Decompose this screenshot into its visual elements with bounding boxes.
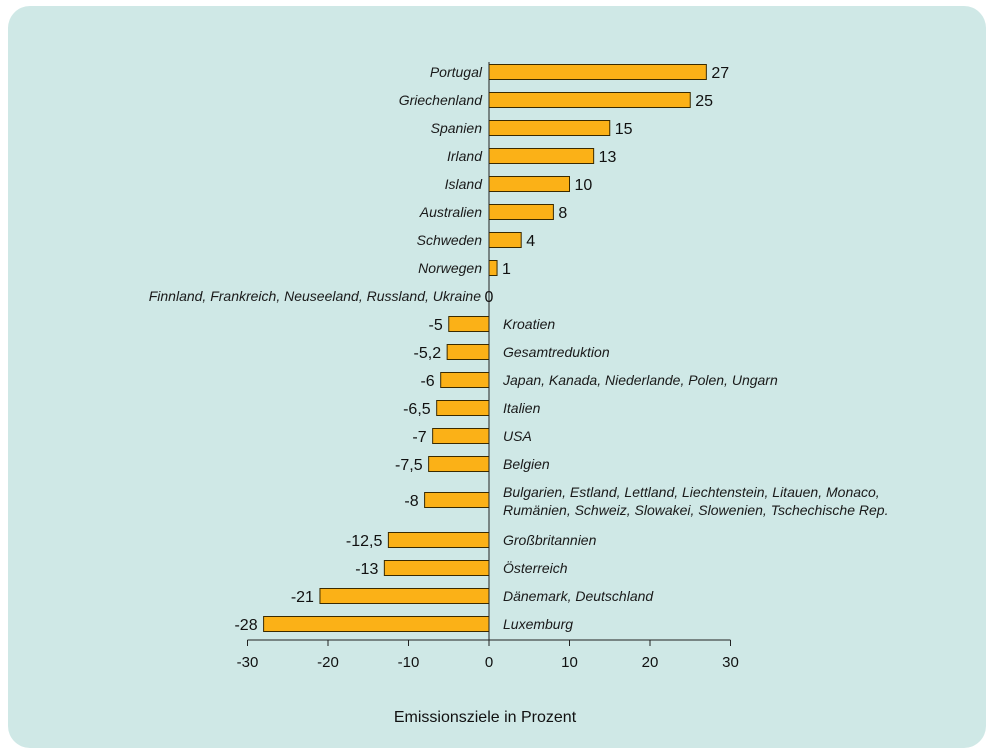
value-label: 15	[615, 121, 633, 138]
bar	[387, 532, 490, 548]
bar	[488, 260, 498, 276]
bar	[488, 176, 570, 192]
category-label: Island	[445, 176, 484, 192]
value-label: -8	[404, 493, 418, 510]
x-tick-label: -30	[237, 654, 259, 671]
x-tick-label: 20	[642, 654, 659, 671]
value-label: 27	[711, 65, 729, 82]
value-label: -7	[412, 429, 426, 446]
category-label: USA	[503, 428, 532, 444]
category-label: Irland	[447, 148, 483, 164]
bar	[432, 428, 490, 444]
category-label: Dänemark, Deutschland	[503, 588, 654, 604]
category-label: Portugal	[430, 64, 483, 80]
category-label: Schweden	[417, 232, 483, 248]
bar	[488, 204, 554, 220]
category-label: Japan, Kanada, Niederlande, Polen, Ungar…	[502, 372, 778, 388]
x-tick-label: -20	[317, 654, 339, 671]
value-label: 8	[558, 205, 567, 222]
category-label: Finnland, Frankreich, Neuseeland, Russla…	[149, 288, 481, 304]
value-label: -5,2	[414, 345, 442, 362]
value-label: 1	[502, 261, 511, 278]
category-label: Griechenland	[399, 92, 483, 108]
labels-layer: 27 Portugal 25 Griechenland 15 Spanien 13 Irlan…	[149, 64, 889, 634]
category-label: Kroatien	[503, 316, 555, 332]
bar	[488, 92, 691, 108]
category-label: Belgien	[503, 456, 550, 472]
category-label: Österreich	[503, 559, 568, 576]
category-label: Australien	[419, 204, 482, 220]
category-label: Luxemburg	[503, 616, 573, 632]
bar	[263, 616, 490, 632]
bar	[428, 456, 490, 472]
value-label: -28	[234, 617, 257, 634]
category-label: Gesamtreduktion	[503, 344, 610, 360]
category-label: Rumänien, Schweiz, Slowakei, Slowenien, …	[503, 502, 888, 518]
bar	[488, 64, 707, 80]
category-label: Bulgarien, Estland, Lettland, Liechtenst…	[503, 484, 880, 500]
value-label: -6	[420, 373, 434, 390]
category-label: Großbritannien	[503, 532, 597, 548]
value-label: -6,5	[403, 401, 431, 418]
x-tick-label: 0	[485, 654, 493, 671]
x-axis-label: Emissionsziele in Prozent	[394, 709, 577, 726]
bars-layer	[263, 64, 707, 632]
bar	[488, 232, 522, 248]
bar	[488, 148, 595, 164]
bar	[319, 588, 490, 604]
x-tick-label: 30	[722, 654, 739, 671]
x-axis: -30 -20 -10 0 10 20 30	[237, 62, 739, 671]
bar	[424, 492, 490, 508]
value-label: -5	[429, 317, 443, 334]
bar	[440, 372, 490, 388]
value-label: -21	[291, 589, 314, 606]
bar	[446, 344, 490, 360]
x-tick-label: 10	[561, 654, 578, 671]
category-label: Spanien	[431, 120, 483, 136]
value-label: 13	[599, 149, 617, 166]
value-label: -7,5	[395, 457, 423, 474]
category-label: Italien	[503, 400, 541, 416]
value-label: 4	[526, 233, 535, 250]
category-label: Norwegen	[418, 260, 482, 276]
value-label: 10	[575, 177, 593, 194]
bar	[488, 120, 611, 136]
bar	[436, 400, 490, 416]
value-label: -12,5	[346, 533, 383, 550]
value-label: 25	[695, 93, 713, 110]
bar	[448, 316, 490, 332]
x-tick-label: -10	[398, 654, 420, 671]
value-label: -13	[355, 561, 378, 578]
bar	[383, 560, 490, 576]
